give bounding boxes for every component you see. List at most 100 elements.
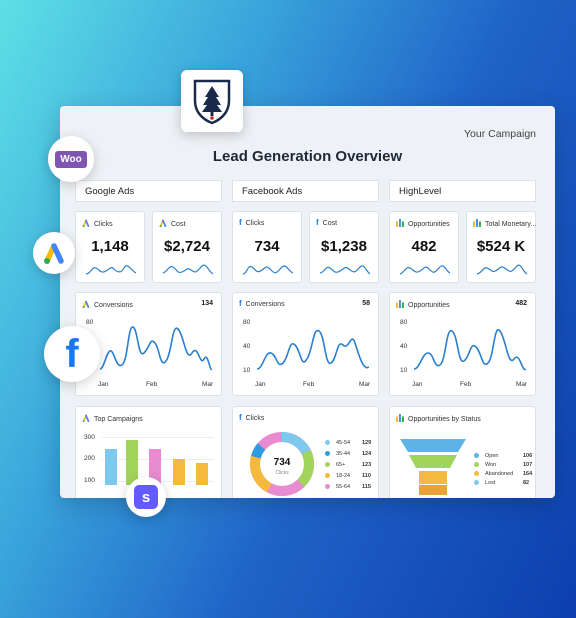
legend-value: 107 — [523, 461, 533, 468]
bar — [126, 440, 138, 485]
donut-center-label: Clicks — [275, 470, 289, 476]
legend-label: 55-64 — [336, 483, 351, 490]
crest-logo — [181, 70, 243, 132]
legend-row: Lost 82 — [474, 478, 532, 487]
legend-dot — [325, 440, 330, 445]
y-tick: 300 — [84, 434, 95, 441]
stripe-badge: s — [134, 485, 158, 509]
chart-fb-conversions[interactable]: f Conversions 58 80 40 10 Jan Feb Mar — [232, 292, 379, 396]
x-tick: Mar — [202, 381, 214, 388]
sparkline — [477, 264, 527, 275]
legend-row: 18-24 110 — [325, 470, 371, 481]
sparkline — [86, 265, 136, 275]
legend-dot — [474, 471, 479, 476]
y-tick: 80 — [86, 319, 94, 326]
stripe-icon: s — [126, 477, 166, 517]
legend-dot — [325, 462, 330, 467]
legend-value: 123 — [362, 461, 372, 468]
chart-fb-clicks-donut[interactable]: f Clicks 734 Clicks 45-54 129 35-44 124 65+… — [232, 406, 379, 498]
kpi-hl-opportunities[interactable]: Opportunities 482 — [389, 211, 459, 283]
x-tick: Feb — [460, 381, 472, 388]
kpi-value: $1,238 — [321, 238, 367, 255]
google-ads-icon — [82, 414, 90, 424]
google-ads-icon — [159, 219, 167, 229]
chart-label: Conversions — [245, 300, 285, 308]
legend-label: 18-24 — [336, 472, 351, 479]
facebook-icon: f — [316, 218, 319, 227]
legend-row: Open 106 — [474, 451, 532, 460]
chart-label: Top Campaigns — [94, 415, 143, 423]
facebook-icon: f — [44, 326, 100, 382]
x-tick: Feb — [146, 381, 158, 388]
gridline — [102, 437, 214, 438]
sparkline — [320, 265, 370, 275]
google-ads-icon — [82, 219, 90, 229]
x-tick: Jan — [98, 381, 109, 388]
x-tick: Feb — [303, 381, 315, 388]
woocommerce-icon: Woo — [48, 136, 94, 182]
section-highlevel: HighLevel — [389, 180, 536, 202]
legend-value: 164 — [523, 470, 533, 477]
legend-label: 45-54 — [336, 439, 351, 446]
google-ads-icon — [82, 300, 90, 310]
legend-row: 45-54 129 — [325, 437, 371, 448]
section-facebook-ads: Facebook Ads — [232, 180, 379, 202]
x-tick: Jan — [412, 381, 423, 388]
bar — [105, 449, 117, 485]
chart-label: Conversions — [94, 301, 133, 309]
legend-label: Abandoned — [485, 470, 514, 477]
section-google-ads: Google Ads — [75, 180, 222, 202]
legend-row: 35-44 124 — [325, 448, 371, 459]
highlevel-icon — [396, 219, 404, 229]
legend-label: 65+ — [336, 461, 346, 468]
x-tick: Mar — [359, 381, 371, 388]
campaign-label: Your Campaign — [464, 128, 536, 140]
legend-dot — [474, 453, 479, 458]
donut-center-value: 734 — [273, 457, 291, 468]
kpi-value: 1,148 — [91, 238, 129, 255]
legend-label: 35-44 — [336, 450, 351, 457]
kpi-google-clicks[interactable]: Clicks 1,148 — [75, 211, 145, 283]
kpi-hl-monetary[interactable]: Total Monetary... $524 K — [466, 211, 536, 283]
kpi-label: Cost — [322, 219, 338, 227]
kpi-label: Opportunities — [408, 220, 450, 228]
legend-dot — [325, 473, 330, 478]
chart-opportunities-by-status[interactable]: Opportunities by Status Open 106 Won 107 A… — [389, 406, 536, 498]
chart-label: Clicks — [245, 414, 265, 422]
y-tick: 80 — [400, 319, 408, 326]
highlevel-icon — [396, 414, 404, 424]
kpi-value: $2,724 — [164, 238, 210, 255]
legend-dot — [325, 484, 330, 489]
legend-value: 110 — [362, 472, 371, 479]
kpi-fb-cost[interactable]: f Cost $1,238 — [309, 211, 379, 283]
kpi-label: Clicks — [94, 220, 113, 228]
y-tick: 10 — [400, 367, 408, 374]
highlevel-icon — [396, 300, 404, 310]
legend-row: 65+ 123 — [325, 459, 371, 470]
legend-value: 82 — [523, 479, 530, 486]
bar — [173, 459, 185, 485]
shield-icon — [193, 79, 231, 125]
kpi-value: 734 — [254, 238, 280, 255]
bar — [196, 463, 208, 485]
chart-hl-opportunities[interactable]: Opportunities 482 80 40 10 Jan Feb Mar — [389, 292, 536, 396]
sparkline — [243, 265, 293, 275]
kpi-label: Clicks — [245, 219, 265, 227]
legend-dot — [474, 480, 479, 485]
legend-row: Won 107 — [474, 460, 532, 469]
chart-label: Opportunities — [408, 301, 450, 309]
page-title: Lead Generation Overview — [212, 148, 403, 165]
chart-count: 134 — [201, 300, 213, 307]
kpi-value: $524 K — [476, 238, 526, 255]
chart-count: 58 — [362, 300, 370, 307]
legend-label: Won — [485, 461, 497, 468]
legend-value: 129 — [362, 439, 372, 446]
dashboard-panel: Your Campaign Lead Generation Overview G… — [60, 106, 555, 498]
line-chart — [414, 329, 526, 371]
kpi-google-cost[interactable]: Cost $2,724 — [152, 211, 222, 283]
x-tick: Jan — [255, 381, 266, 388]
legend-value: 115 — [362, 483, 371, 490]
sparkline — [400, 265, 450, 275]
line-chart — [257, 329, 369, 370]
kpi-fb-clicks[interactable]: f Clicks 734 — [232, 211, 302, 283]
